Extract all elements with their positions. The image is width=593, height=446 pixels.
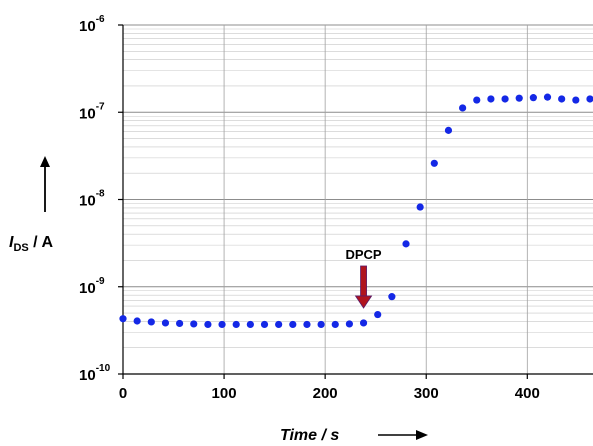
data-point	[558, 95, 566, 103]
data-point	[119, 315, 127, 323]
x-tick-label: 0	[119, 385, 127, 402]
data-point	[161, 319, 170, 327]
y-tick-base: 10	[79, 280, 96, 297]
x-axis-arrowhead	[416, 430, 428, 440]
data-point	[218, 320, 226, 329]
svg-text:IDS / A: IDS / A	[9, 234, 53, 254]
y-tick-exponent: -9	[96, 276, 105, 287]
y-tick-exponent: -6	[96, 14, 105, 25]
y-tick-exponent: -8	[96, 189, 105, 200]
dpcp-arrow-head	[354, 295, 373, 309]
y-axis-subscript: DS	[13, 242, 28, 254]
y-tick-label: 10-9	[79, 276, 105, 297]
y-axis-symbol: I	[9, 234, 14, 251]
data-point	[190, 320, 198, 328]
data-point	[232, 320, 240, 329]
data-point	[501, 95, 509, 103]
data-point	[388, 293, 396, 301]
data-point	[331, 320, 339, 329]
dpcp-annotation: DPCP	[345, 247, 382, 309]
y-tick-label: 10-6	[79, 14, 105, 35]
x-tick-label: 200	[313, 385, 338, 402]
y-axis-unit: / A	[29, 234, 54, 251]
y-tick-base: 10	[79, 193, 96, 210]
data-point	[147, 318, 155, 326]
dpcp-label: DPCP	[345, 247, 381, 262]
data-point	[133, 317, 141, 325]
data-point	[402, 240, 410, 248]
x-axis-title: Time / s	[280, 427, 428, 444]
x-tick-label: 400	[515, 385, 540, 402]
x-tick-label: 300	[414, 385, 439, 402]
data-point	[246, 320, 254, 329]
data-point	[260, 320, 269, 329]
data-point	[275, 320, 283, 329]
dpcp-arrow-shaft	[360, 265, 367, 297]
data-points	[119, 93, 593, 329]
data-point	[317, 320, 325, 329]
data-point	[473, 96, 481, 104]
data-point	[359, 319, 368, 327]
data-point	[487, 95, 495, 103]
data-point	[176, 319, 184, 328]
data-point	[572, 96, 580, 104]
y-tick-base: 10	[79, 18, 96, 35]
data-point	[543, 93, 552, 101]
data-point	[444, 126, 453, 134]
y-tick-label: 10-10	[79, 363, 111, 384]
data-point	[374, 310, 382, 319]
y-tick-base: 10	[79, 367, 96, 384]
y-tick-exponent: -10	[96, 363, 111, 374]
data-point	[430, 159, 438, 167]
y-tick-base: 10	[79, 105, 96, 122]
data-point	[303, 320, 311, 329]
data-point	[416, 203, 424, 211]
data-point	[459, 104, 467, 112]
data-point	[586, 95, 593, 103]
axes	[118, 24, 593, 379]
data-point	[345, 320, 354, 328]
x-tick-label: 100	[212, 385, 237, 402]
y-tick-label: 10-8	[79, 189, 105, 210]
y-axis-title: IDS / A	[9, 156, 53, 254]
y-tick-label: 10-7	[79, 101, 105, 122]
data-point	[529, 94, 537, 102]
x-axis-label: Time / s	[280, 427, 339, 444]
y-tick-exponent: -7	[96, 101, 105, 112]
x-tick-labels: 0 100 200 300 400	[119, 385, 540, 402]
y-axis-arrowhead	[40, 156, 50, 167]
data-point	[515, 94, 523, 102]
data-point	[204, 320, 212, 329]
data-point	[289, 320, 297, 329]
